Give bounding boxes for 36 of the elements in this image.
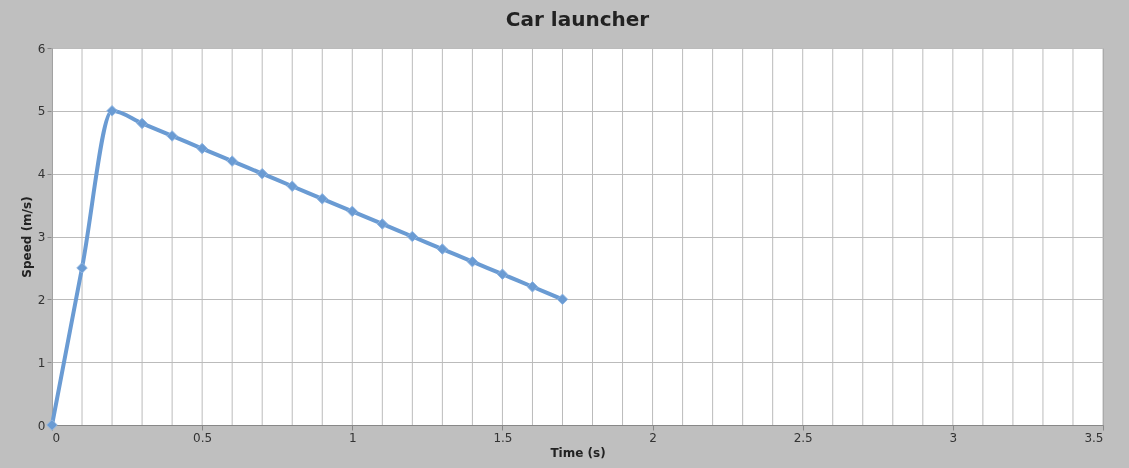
- chart-title: Car launcher: [505, 7, 650, 31]
- x-tick-label: 1.5: [493, 430, 513, 445]
- y-tick-label: 5: [37, 104, 46, 119]
- point: [256, 167, 268, 180]
- x-tick-label: 0.5: [193, 430, 213, 445]
- point: [286, 180, 298, 192]
- point: [496, 268, 509, 280]
- point: [466, 255, 479, 268]
- point: [196, 142, 208, 155]
- y-tick-label: 0: [37, 418, 46, 433]
- y-tick-label: 1: [37, 355, 46, 370]
- point: [136, 117, 148, 130]
- y-tick-label: 3: [37, 230, 46, 244]
- point: [526, 281, 539, 293]
- y-tick-label: 6: [37, 41, 46, 56]
- point: [376, 218, 389, 230]
- x-tick-label: 3: [949, 430, 958, 445]
- point: [346, 205, 359, 218]
- x-tick-label: 2.5: [793, 430, 813, 445]
- y-axis-title: Speed (m/s): [19, 196, 34, 278]
- x-tick-label: 3.5: [1084, 430, 1104, 445]
- x-tick-label: 1: [348, 430, 357, 445]
- x-tick-label: 0: [52, 430, 61, 445]
- y-tick-label: 2: [37, 292, 46, 307]
- point: [166, 130, 178, 142]
- point: [556, 293, 569, 306]
- point: [316, 193, 328, 205]
- x-axis-title: Time (s): [550, 445, 606, 460]
- point: [226, 155, 238, 167]
- point: [406, 230, 419, 243]
- point: [436, 243, 449, 255]
- point: [76, 262, 88, 274]
- y-tick-label: 4: [37, 167, 46, 182]
- point: [46, 419, 58, 431]
- point: [106, 105, 118, 117]
- x-tick-label: 2: [649, 430, 657, 445]
